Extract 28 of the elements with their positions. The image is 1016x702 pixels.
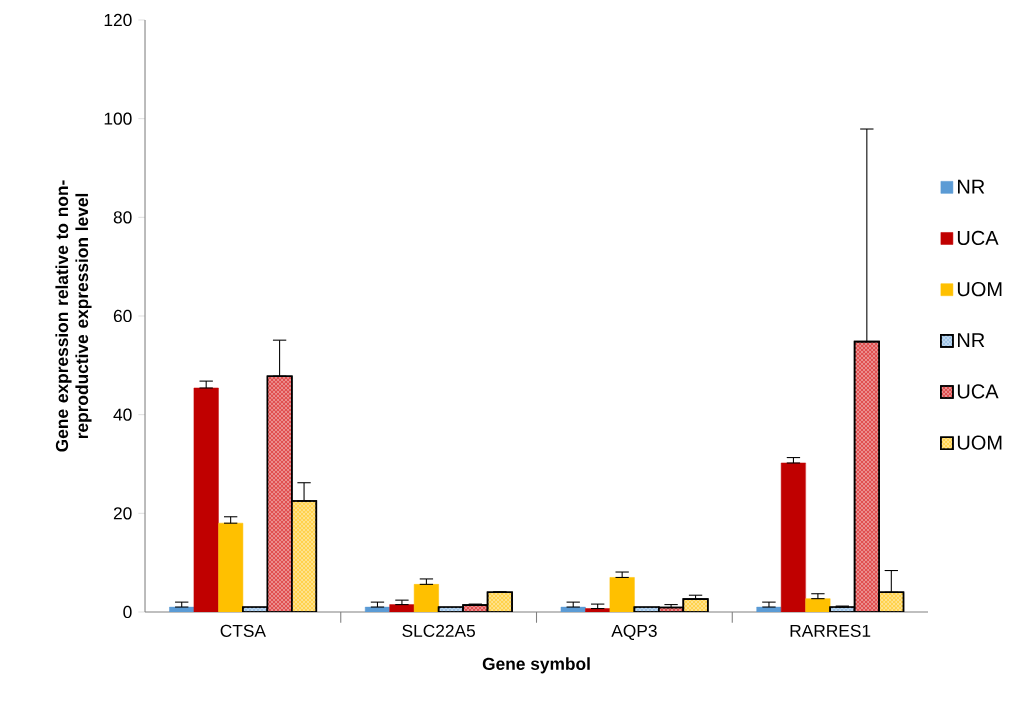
- legend-label: UCA: [957, 384, 999, 399]
- bar: [853, 340, 880, 612]
- y-tick-label: 80: [113, 211, 132, 224]
- legend-label: NR: [958, 179, 985, 194]
- y-tick-label: 20: [113, 507, 132, 520]
- y-tick-label: 120: [104, 13, 132, 27]
- y-tick-label: 100: [104, 112, 132, 125]
- bar: [291, 500, 318, 612]
- bar: [805, 598, 831, 612]
- bar: [266, 375, 293, 612]
- y-axis-title: Gene expression relative to non-reproductive expression level: [55, 180, 92, 452]
- legend-label: UCA: [957, 230, 999, 246]
- bar: [609, 577, 635, 612]
- x-axis-title: Gene symbol: [482, 657, 590, 674]
- legend-label: UOM: [957, 282, 1002, 297]
- x-tick-label: CTSA: [220, 624, 266, 637]
- x-tick-label: RARRES1: [790, 624, 871, 637]
- bar: [218, 522, 244, 612]
- legend-label: UOM: [957, 435, 1002, 450]
- y-tick-label: 0: [123, 605, 132, 619]
- legend-label: NR: [958, 333, 985, 348]
- y-tick-label: 60: [113, 309, 132, 323]
- x-tick-label: SLC22A5: [402, 624, 475, 637]
- bar: [878, 591, 905, 612]
- bar: [486, 591, 513, 612]
- bar: [413, 584, 439, 612]
- x-tick-label: AQP3: [611, 624, 657, 641]
- y-tick-label: 40: [113, 408, 132, 421]
